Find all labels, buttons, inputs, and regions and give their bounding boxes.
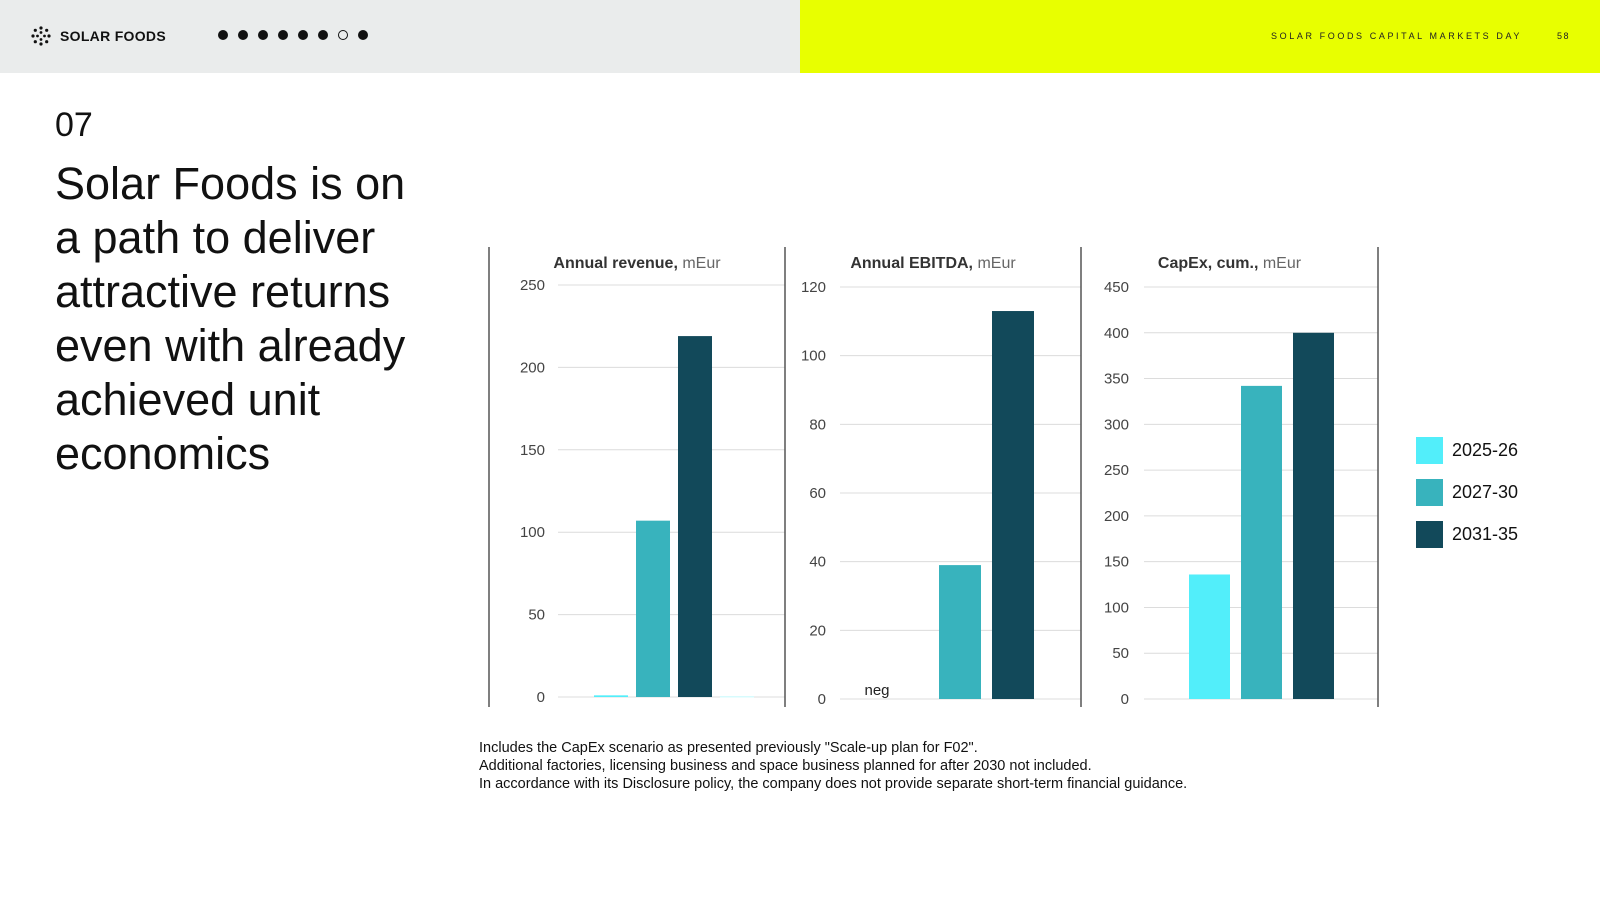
legend-item-2025-26: 2025-26 [1416, 437, 1518, 464]
y-tick-label: 150 [520, 442, 545, 459]
footnote: Includes the CapEx scenario as presented… [479, 740, 978, 756]
legend-swatch [1416, 437, 1443, 464]
bar-2031-35 [992, 311, 1034, 699]
header-left-panel: SOLAR FOODS [0, 0, 800, 73]
page-number: 58 [1556, 31, 1570, 41]
progress-dot-3 [258, 30, 268, 40]
legend-label: 2031-35 [1452, 524, 1519, 544]
y-tick-label: 100 [801, 348, 826, 365]
y-tick-label: 150 [1104, 554, 1129, 571]
y-tick-label: 50 [1112, 645, 1129, 662]
legend: 2025-26 2027-30 2031-35 [1416, 437, 1518, 563]
headline: Solar Foods is on a path to deliver attr… [55, 158, 406, 479]
y-tick-label: 120 [801, 279, 826, 296]
progress-dot-8 [358, 30, 368, 40]
y-tick-label: 350 [1104, 371, 1129, 388]
section-number: 07 [55, 106, 93, 144]
progress-dot-7 [338, 30, 348, 40]
legend-item-2027-30: 2027-30 [1416, 479, 1518, 506]
y-tick-label: 250 [520, 277, 545, 294]
legend-item-2031-35: 2031-35 [1416, 521, 1518, 548]
y-tick-label: 0 [1121, 691, 1129, 708]
solar-foods-logo-icon [31, 26, 51, 46]
y-tick-label: 100 [520, 524, 545, 541]
bar-stub [720, 696, 754, 698]
chart-title-unit: mEur [977, 255, 1016, 272]
legend-label: 2027-30 [1452, 482, 1519, 502]
y-tick-label: 450 [1104, 279, 1129, 296]
legend-swatch [1416, 479, 1443, 506]
y-tick-label: 40 [809, 554, 826, 571]
annotation-label: neg [864, 682, 889, 699]
y-tick-label: 400 [1104, 325, 1129, 342]
chart-title-main: CapEx, cum., [1158, 255, 1263, 272]
bar-2031-35 [678, 336, 712, 697]
y-tick-label: 100 [1104, 599, 1129, 616]
y-tick-label: 0 [818, 691, 826, 708]
bar-2027-30 [1241, 385, 1282, 699]
chart-title-main: Annual EBITDA, [850, 255, 977, 272]
chart-title-unit: mEur [1263, 255, 1302, 272]
chart-title: Annual revenue, mEur [553, 255, 721, 272]
y-tick-label: 20 [809, 622, 826, 639]
y-tick-label: 50 [528, 607, 545, 624]
slide-progress-dots [218, 30, 368, 40]
progress-dot-1 [218, 30, 228, 40]
bar-2027-30 [939, 565, 981, 699]
bar-2025-26 [1189, 574, 1230, 699]
progress-dot-4 [278, 30, 288, 40]
legend-label: 2025-26 [1452, 440, 1519, 460]
y-tick-label: 60 [809, 485, 826, 502]
chart-title: CapEx, cum., mEur [1158, 255, 1302, 272]
y-tick-label: 250 [1104, 462, 1129, 479]
y-tick-label: 200 [520, 359, 545, 376]
y-tick-label: 200 [1104, 508, 1129, 525]
chart-title-main: Annual revenue, [553, 255, 682, 272]
bar-2031-35 [1293, 332, 1334, 699]
progress-dot-5 [298, 30, 308, 40]
header-right-panel: SOLAR FOODS CAPITAL MARKETS DAY 58 [800, 0, 1600, 73]
y-tick-label: 300 [1104, 416, 1129, 433]
legend-swatch [1416, 521, 1443, 548]
chart-title: Annual EBITDA, mEur [850, 255, 1016, 272]
progress-dot-2 [238, 30, 248, 40]
footnote: In accordance with its Disclosure policy… [479, 776, 1188, 792]
footnotes: Includes the CapEx scenario as presented… [479, 739, 1187, 793]
y-tick-label: 80 [809, 416, 826, 433]
y-tick-label: 0 [537, 689, 545, 706]
logo-text: SOLAR FOODS [60, 28, 166, 44]
bar-2025-26 [594, 695, 628, 697]
header-caption: SOLAR FOODS CAPITAL MARKETS DAY [1271, 31, 1522, 41]
logo: SOLAR FOODS [30, 25, 166, 47]
progress-dot-6 [318, 30, 328, 40]
bar-2027-30 [636, 520, 670, 697]
chart-title-unit: mEur [682, 255, 721, 272]
footnote: Additional factories, licensing business… [479, 758, 1092, 774]
